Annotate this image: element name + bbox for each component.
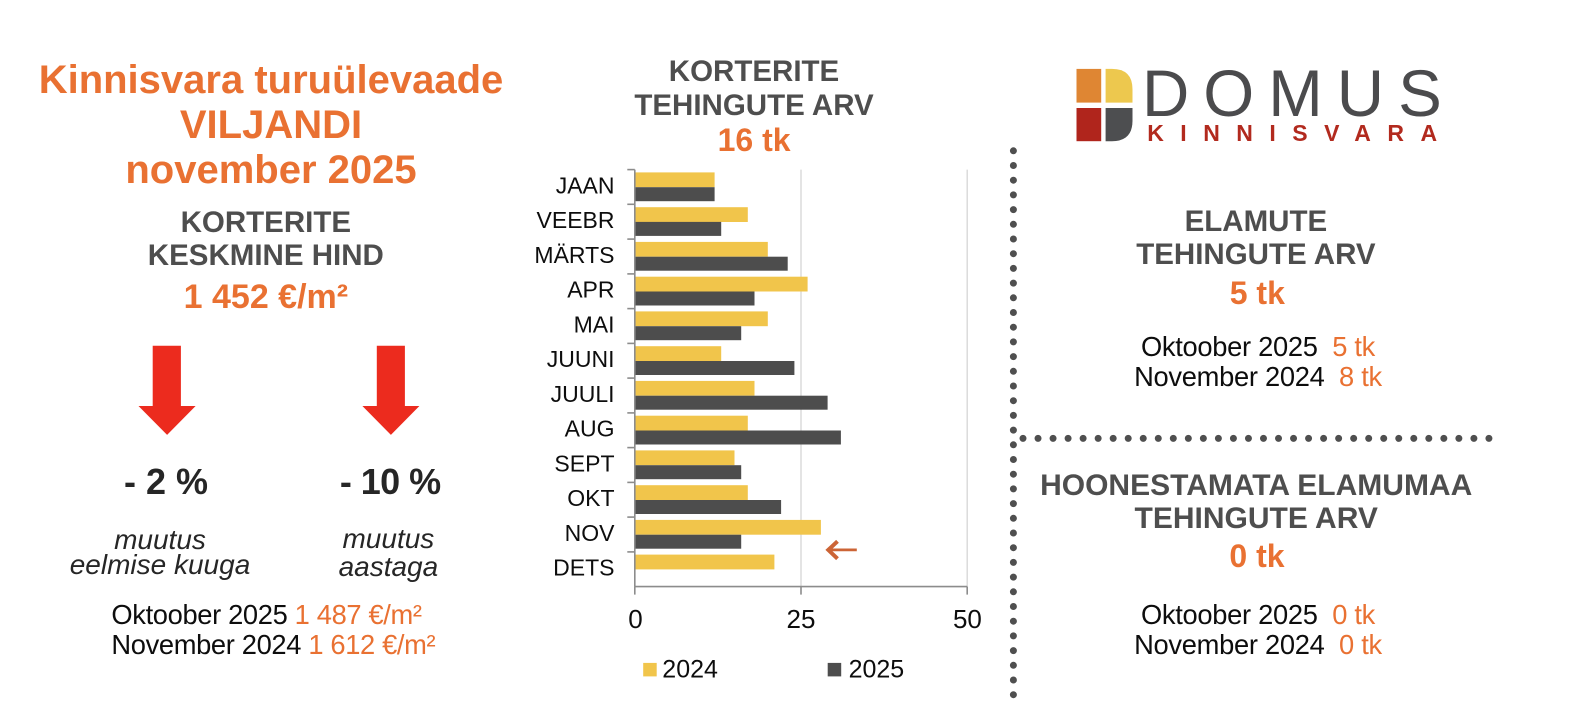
- svg-text:OKT: OKT: [567, 485, 614, 511]
- svg-text:2025: 2025: [849, 656, 905, 684]
- svg-text:DETS: DETS: [553, 555, 614, 581]
- svg-text:NOV: NOV: [565, 520, 616, 546]
- svg-text:VEEBR: VEEBR: [537, 207, 615, 233]
- svg-text:25: 25: [787, 604, 816, 634]
- svg-text:MAI: MAI: [574, 312, 615, 338]
- svg-text:MÄRTS: MÄRTS: [534, 242, 614, 268]
- svg-text:JUUNI: JUUNI: [547, 346, 615, 372]
- svg-text:0: 0: [628, 604, 642, 634]
- svg-text:APR: APR: [567, 277, 614, 303]
- svg-text:50: 50: [953, 604, 982, 634]
- svg-text:JUULI: JUULI: [551, 381, 615, 407]
- svg-text:SEPT: SEPT: [554, 451, 614, 477]
- svg-text:JAAN: JAAN: [556, 173, 615, 199]
- svg-text:AUG: AUG: [565, 416, 615, 442]
- svg-text:2024: 2024: [662, 656, 718, 684]
